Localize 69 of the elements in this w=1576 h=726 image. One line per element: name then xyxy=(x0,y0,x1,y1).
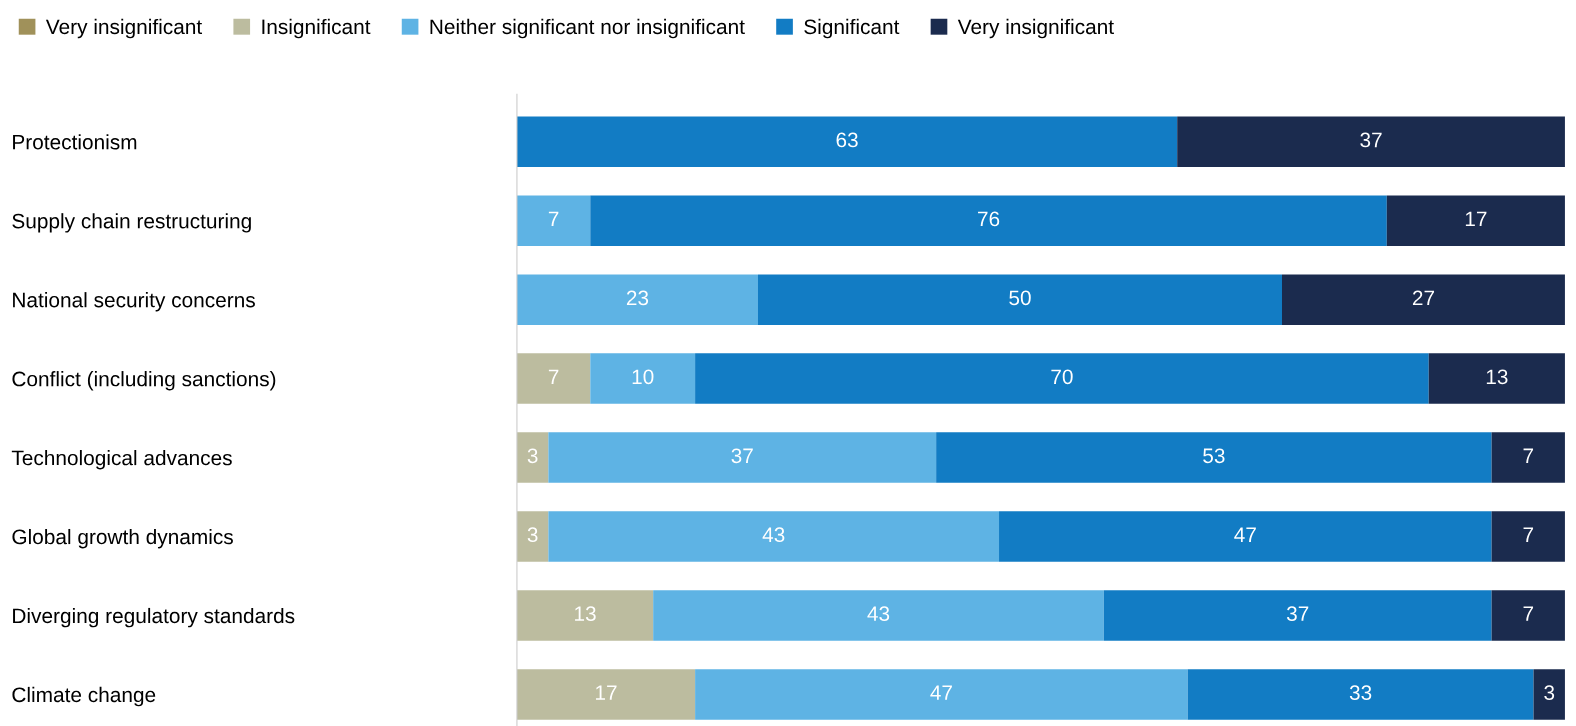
data-label: 70 xyxy=(1051,369,1073,385)
data-label: 13 xyxy=(575,606,596,622)
data-label: 10 xyxy=(632,369,654,385)
bar xyxy=(1103,590,1492,641)
y-tick-label: Technological advances xyxy=(11,450,232,470)
y-tick-label: Climate change xyxy=(12,686,156,707)
bar xyxy=(1282,274,1565,325)
data-label: 3 xyxy=(1544,685,1555,701)
bar xyxy=(516,432,549,483)
data-label: 50 xyxy=(1009,290,1031,306)
bar xyxy=(548,511,1000,562)
bar xyxy=(516,669,696,720)
bar xyxy=(516,590,654,641)
legend-label: Very insignificant xyxy=(45,18,203,39)
data-label: 13 xyxy=(1486,369,1508,385)
data-label: 37 xyxy=(1360,132,1382,148)
data-label: 47 xyxy=(1234,527,1256,542)
bar xyxy=(516,195,591,246)
legend-label: Significant xyxy=(804,18,900,39)
bar xyxy=(1533,669,1565,720)
y-tick-label: Protectionism xyxy=(13,134,137,150)
y-tick-label: Conflict (including sanctions) xyxy=(12,371,276,391)
y-tick-label: Global growth dynamics xyxy=(12,528,233,549)
data-label: 7 xyxy=(1523,527,1534,542)
bar xyxy=(1177,116,1565,168)
data-label: 7 xyxy=(548,369,559,384)
data-label: 3 xyxy=(527,448,538,464)
y-tick-label: National security concerns xyxy=(13,292,255,312)
bar xyxy=(548,432,937,483)
y-tick-label: Diverging regulatory standards xyxy=(13,607,295,628)
bar xyxy=(936,432,1492,483)
bar xyxy=(1386,195,1565,246)
bar xyxy=(1491,511,1565,562)
legend-label: Insignificant xyxy=(262,18,371,39)
bar xyxy=(1491,590,1565,641)
bar xyxy=(516,274,758,325)
data-label: 27 xyxy=(1412,290,1435,306)
bar xyxy=(516,511,549,562)
bar xyxy=(1428,353,1565,404)
data-label: 3 xyxy=(527,527,538,543)
data-label: 23 xyxy=(626,290,649,306)
data-label: 7 xyxy=(548,211,559,227)
data-label: 7 xyxy=(1523,448,1534,463)
data-label: 43 xyxy=(867,606,890,622)
legend-label: Very insignificant xyxy=(957,18,1114,39)
data-label: 53 xyxy=(1203,448,1225,464)
bar xyxy=(516,116,1178,168)
legend-label: Neither significant nor insignificant xyxy=(430,18,745,39)
bar xyxy=(1491,432,1565,483)
bar xyxy=(695,669,1188,720)
bar xyxy=(516,353,591,404)
data-label: 43 xyxy=(762,527,785,543)
data-label: 47 xyxy=(930,685,952,700)
bar xyxy=(695,353,1429,404)
data-label: 7 xyxy=(1523,606,1534,621)
bar xyxy=(757,274,1282,325)
data-label: 37 xyxy=(731,448,753,464)
data-label: 17 xyxy=(596,685,617,700)
bar xyxy=(999,511,1492,562)
bar xyxy=(590,195,1387,246)
y-tick-label: Supply chain restructuring xyxy=(12,213,251,233)
bar xyxy=(590,353,696,404)
data-label: 17 xyxy=(1465,211,1487,227)
data-label: 33 xyxy=(1349,685,1372,701)
bar xyxy=(653,590,1104,641)
bar xyxy=(1187,669,1534,720)
data-label: 37 xyxy=(1286,606,1309,622)
data-label: 76 xyxy=(978,211,1000,227)
data-label: 63 xyxy=(836,132,858,148)
